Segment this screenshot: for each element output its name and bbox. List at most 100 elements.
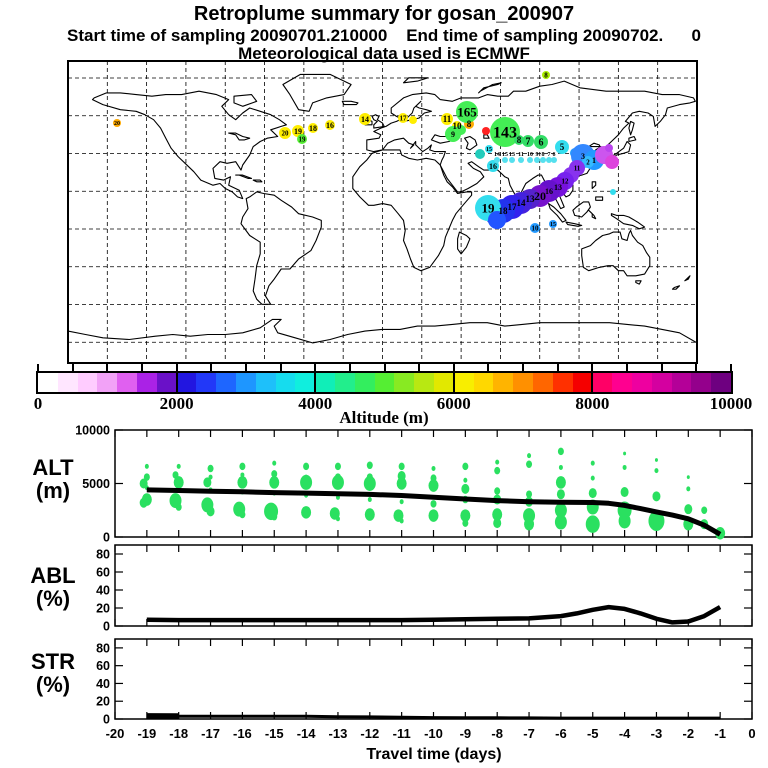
x-tick-label: -12	[360, 726, 379, 741]
cluster-altitude-dot	[460, 509, 471, 522]
plume-cluster-label: 8	[467, 119, 472, 129]
plume-cluster-dot	[555, 140, 569, 154]
y-tick-label: 20	[96, 695, 110, 709]
colorbar-tick	[452, 364, 455, 371]
colorbar-tick	[314, 364, 317, 371]
plume-cluster-dot	[551, 157, 557, 163]
coastline	[478, 82, 502, 94]
colorbar-tick	[418, 364, 421, 371]
cluster-altitude-dot	[363, 476, 376, 491]
x-tick-label: -7	[523, 726, 535, 741]
cluster-altitude-dot	[686, 475, 690, 479]
cluster-altitude-dot	[300, 474, 313, 490]
coastline	[228, 132, 251, 141]
colorbar-tick	[556, 364, 559, 371]
plume-cluster-dot	[485, 145, 493, 153]
colorbar-segment	[77, 373, 98, 392]
plume-cluster-dot	[325, 120, 335, 130]
plume-cluster-label: 16	[326, 121, 334, 130]
coastline	[572, 201, 591, 218]
plume-cluster-dot	[487, 160, 499, 172]
cluster-altitude-dot	[139, 497, 148, 508]
coastline	[684, 275, 691, 282]
y-tick-label: 20	[96, 601, 110, 615]
colorbar-segment	[711, 373, 731, 392]
x-tick-label: -14	[297, 726, 317, 741]
plume-cluster-label: 19	[482, 201, 496, 216]
plume-cluster-label: 12	[562, 177, 570, 185]
plume-cluster-dot	[308, 123, 318, 133]
plume-cluster-dot	[441, 113, 453, 125]
x-tick-label: -18	[169, 726, 188, 741]
plume-cluster-label: 20	[534, 189, 546, 203]
cluster-altitude-dot	[526, 490, 533, 498]
cluster-altitude-dot	[176, 463, 181, 469]
page-title: Retroplume summary for gosan_200907	[193, 3, 575, 25]
plume-cluster-label: 9	[451, 130, 455, 139]
met-data-line: Meteorological data used is ECMWF	[238, 44, 530, 63]
cluster-altitude-dot	[237, 476, 248, 489]
coastline	[610, 213, 646, 230]
cluster-altitude-dot	[590, 475, 595, 481]
cluster-altitude-dot	[367, 497, 372, 503]
colorbar-tick	[279, 364, 282, 371]
coastline	[457, 231, 471, 255]
colorbar-segment	[552, 373, 573, 392]
cluster-altitude-dot	[271, 512, 278, 521]
colorbar-segment	[255, 373, 276, 392]
colorbar-segment	[691, 373, 712, 392]
coastline	[581, 229, 651, 277]
coastline	[483, 134, 490, 139]
cluster-altitude-dot	[462, 462, 469, 471]
colorbar-segment	[235, 373, 256, 392]
plume-cluster-dot	[605, 155, 619, 169]
cluster-altitude-dot	[701, 506, 708, 514]
plume-cluster-label: 13	[554, 183, 562, 192]
cluster-altitude-dot	[396, 477, 407, 490]
plume-cluster-label: 11	[518, 152, 524, 158]
colorbar-segment	[473, 373, 494, 392]
plume-cluster-label: 11	[443, 114, 452, 124]
plume-cluster-dot	[534, 135, 548, 149]
colorbar-tick	[487, 364, 490, 371]
colorbar-segment	[275, 373, 296, 392]
panel-abl: 0 20 40 60 80	[96, 544, 753, 633]
coastline	[235, 174, 253, 179]
colorbar-segment	[592, 373, 613, 392]
colorbar-segment	[38, 373, 58, 392]
y-tick-label: 80	[96, 641, 110, 655]
plume-cluster-dot	[494, 157, 500, 163]
plume-cluster-label: 9	[536, 152, 539, 158]
colorbar-tick-label: 4000	[298, 394, 333, 413]
colorbar-segment	[671, 373, 692, 392]
coastline	[67, 318, 698, 344]
cluster-altitude-dot	[652, 491, 661, 502]
plume-cluster-label: 8	[517, 135, 522, 145]
colorbar-segment	[117, 373, 137, 392]
plume-cluster-dot	[456, 101, 478, 123]
cluster-altitude-dot	[239, 462, 246, 471]
colorbar-tick	[348, 364, 351, 371]
cluster-altitude-dot	[271, 470, 278, 478]
plume-cluster-label: 16	[545, 187, 553, 196]
plume-cluster-label: 14	[361, 115, 369, 124]
plume-cluster-label: 18	[309, 124, 317, 133]
plume-cluster-label: 8	[544, 71, 548, 79]
cluster-altitude-dot	[554, 502, 567, 518]
plume-cluster-dot	[113, 119, 121, 127]
plume-cluster-label: 2	[586, 158, 590, 166]
colorbar-tick	[383, 364, 386, 371]
x-tick-label: -20	[106, 726, 125, 741]
plume-cluster-label: 13	[509, 152, 515, 158]
cluster-altitude-dot	[622, 464, 627, 470]
colorbar-segment	[513, 373, 533, 392]
cluster-altitude-dot	[493, 518, 502, 529]
plume-cluster-dot	[279, 127, 291, 139]
cluster-altitude-dot	[585, 515, 600, 533]
plume-cluster-dot	[518, 157, 524, 163]
x-tick-label: -13	[329, 726, 348, 741]
cluster-altitude-dot	[335, 516, 340, 522]
colorbar-segment	[493, 373, 514, 392]
cluster-altitude-dot	[556, 489, 565, 500]
colorbar-segment	[651, 373, 672, 392]
